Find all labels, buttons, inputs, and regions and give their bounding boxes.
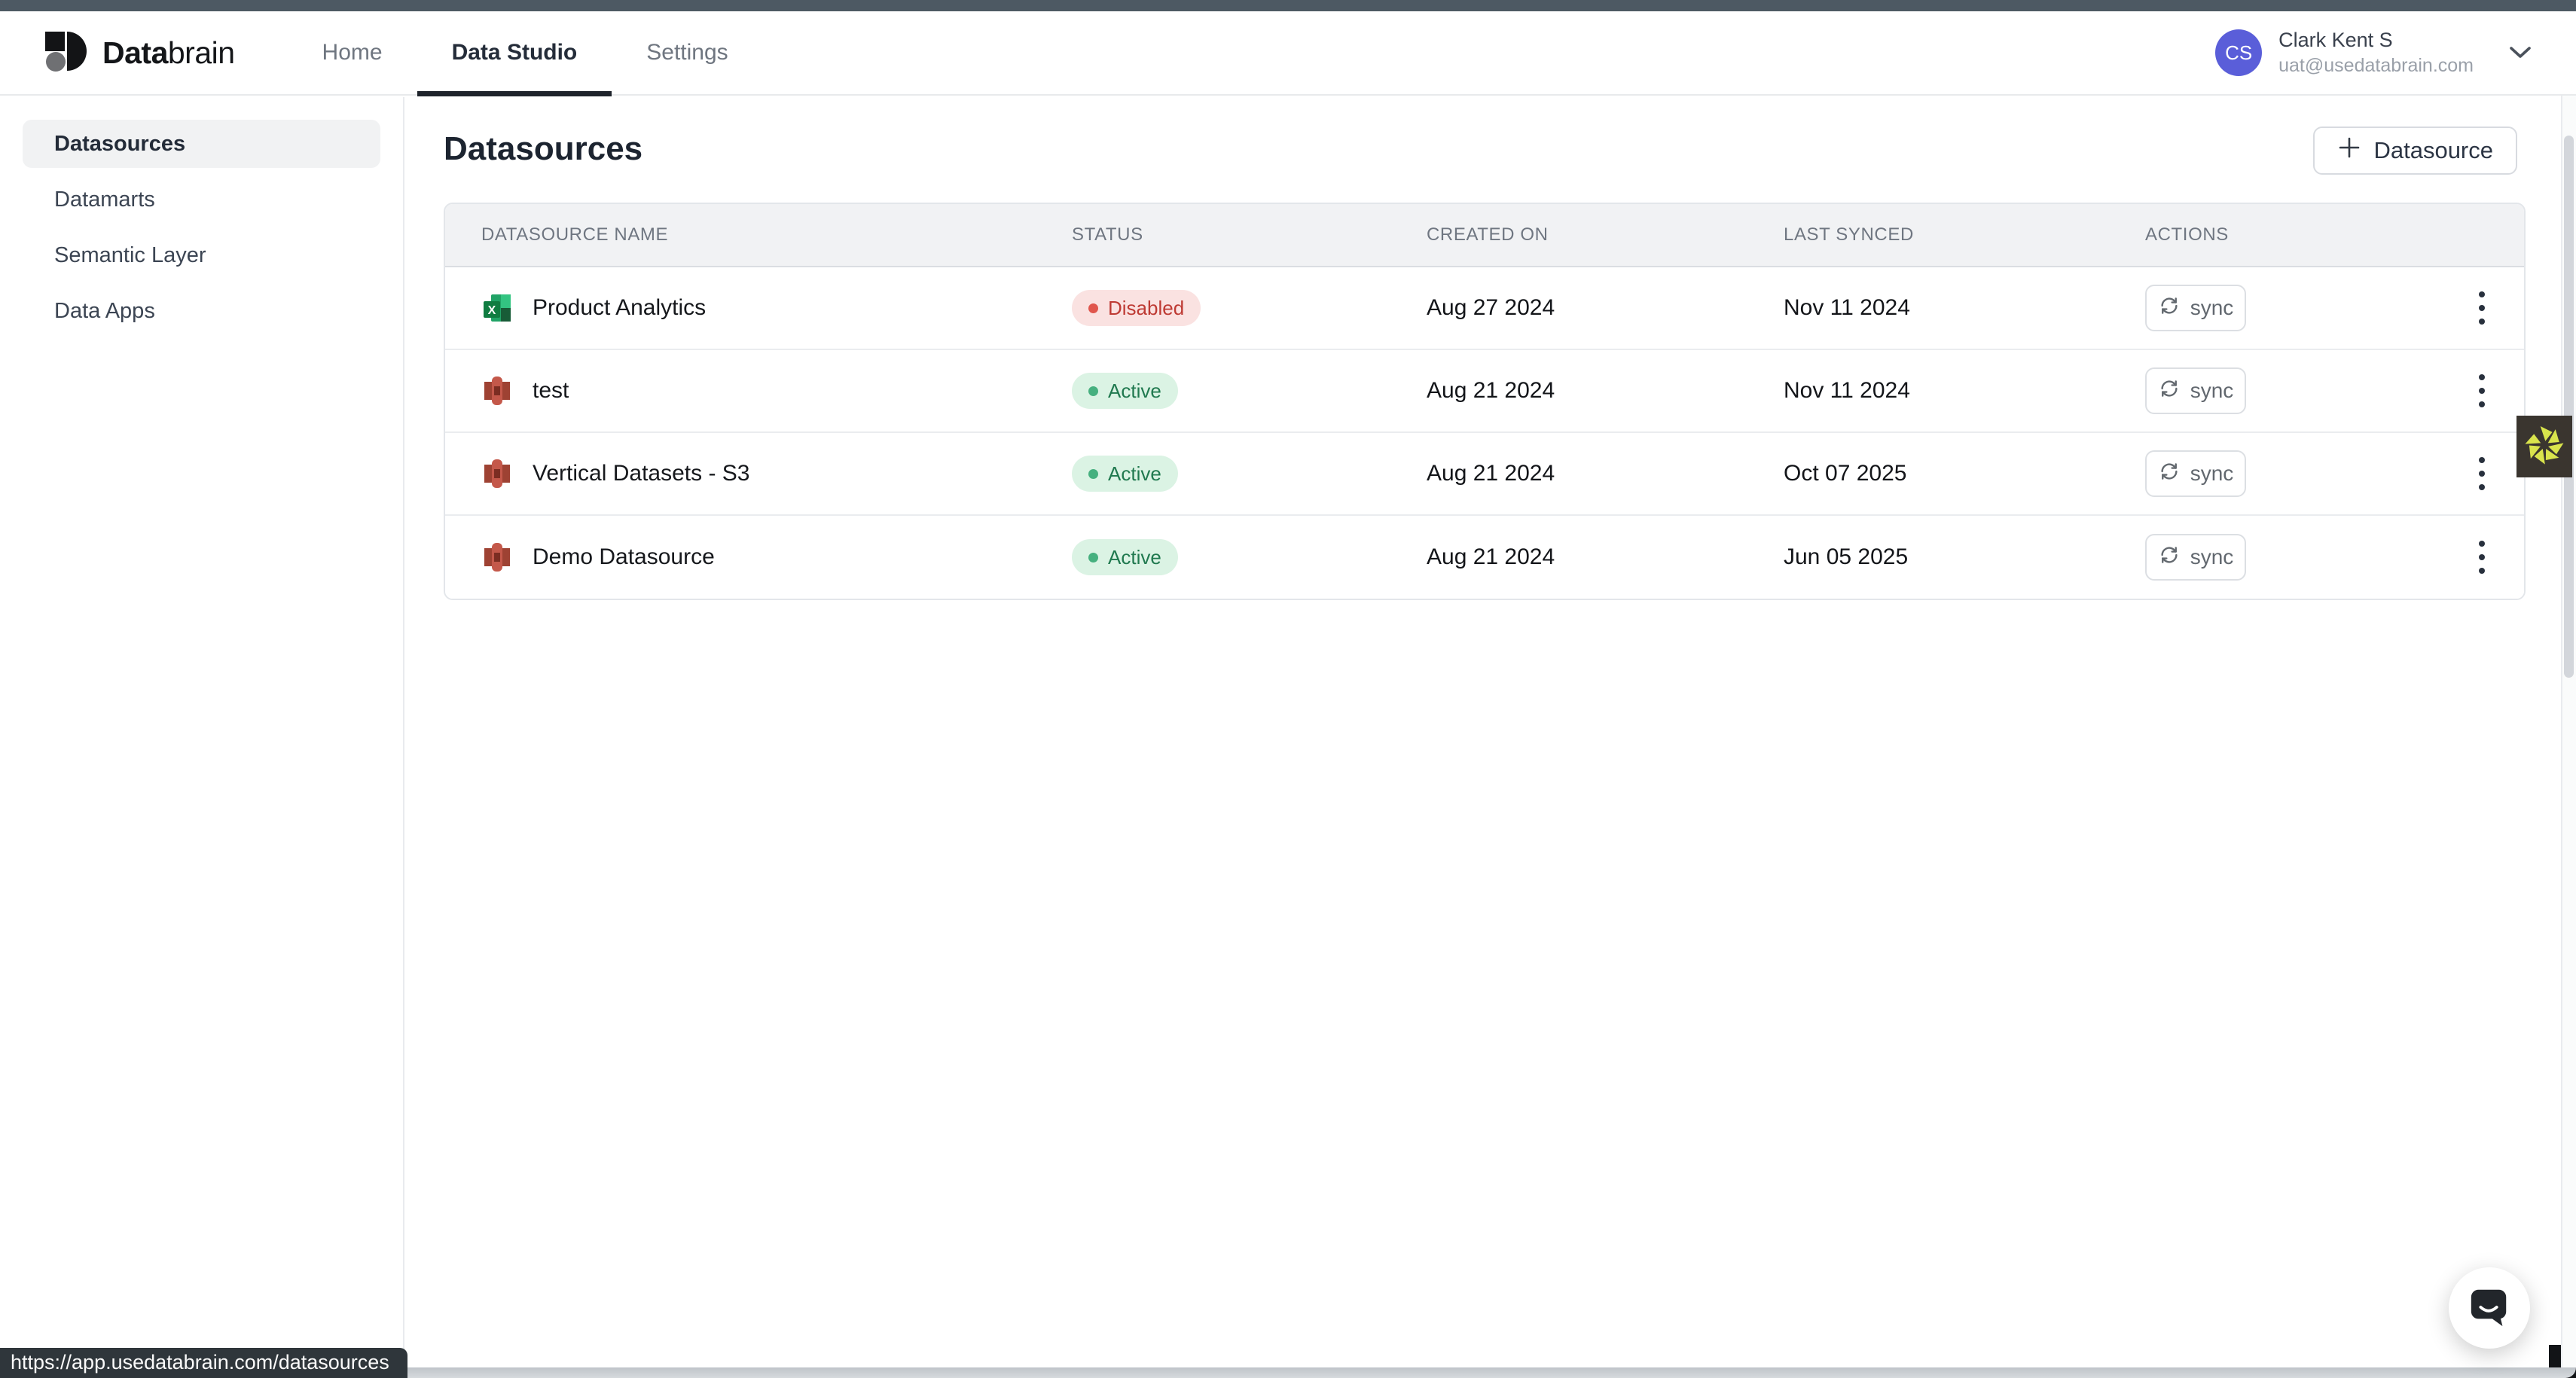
- refresh-icon: [2158, 294, 2181, 322]
- datasource-name-cell: X Vertical Datasets - S3: [481, 457, 1072, 490]
- window-top-strip: [0, 0, 2576, 11]
- plus-icon: [2337, 136, 2361, 166]
- sync-button[interactable]: sync: [2145, 367, 2246, 414]
- column-header-last-synced: LAST SYNCED: [1784, 224, 1914, 245]
- user-meta: Clark Kent S uat@usedatabrain.com: [2278, 29, 2474, 77]
- sync-button[interactable]: sync: [2145, 534, 2246, 581]
- table-row[interactable]: X Demo Datasource Active Aug 21 2024 Jun…: [445, 516, 2524, 599]
- row-menu-kebab-icon[interactable]: [2474, 453, 2489, 495]
- table-header-row: DATASOURCE NAME STATUS CREATED ON LAST S…: [445, 204, 2524, 267]
- status-badge: Active: [1072, 456, 1178, 492]
- datasources-table: DATASOURCE NAME STATUS CREATED ON LAST S…: [444, 203, 2526, 600]
- datasource-name-cell: X test: [481, 374, 1072, 407]
- main-nav: Home Data Studio Settings: [288, 11, 763, 96]
- nav-tab-settings[interactable]: Settings: [646, 40, 728, 65]
- databrain-logo-icon: [44, 29, 87, 77]
- sidebar-item-semantic-layer[interactable]: Semantic Layer: [54, 242, 206, 267]
- last-synced-cell: Nov 11 2024: [1784, 295, 1910, 320]
- redshift-datasource-icon: X: [481, 374, 513, 407]
- nav-tab-home[interactable]: Home: [322, 40, 383, 65]
- row-menu-kebab-icon[interactable]: [2474, 536, 2489, 578]
- sidebar-item-datasources[interactable]: Datasources: [23, 120, 380, 168]
- vertical-scrollbar[interactable]: [2561, 11, 2576, 1367]
- sidebar: Datasources Datamarts Semantic Layer Dat…: [0, 97, 404, 1378]
- datasource-name-cell: X Demo Datasource: [481, 541, 1072, 574]
- table-row[interactable]: X Product Analytics Disabled Aug 27 2024…: [445, 267, 2524, 350]
- extension-flag-button[interactable]: [2516, 416, 2572, 477]
- svg-text:X: X: [488, 304, 496, 317]
- excel-datasource-icon: X: [481, 291, 513, 325]
- column-header-status: STATUS: [1072, 224, 1143, 245]
- user-email: uat@usedatabrain.com: [2278, 55, 2474, 76]
- last-synced-cell: Oct 07 2025: [1784, 461, 1907, 486]
- created-on-cell: Aug 27 2024: [1427, 295, 1555, 320]
- sidebar-item-datamarts[interactable]: Datamarts: [54, 187, 155, 212]
- redshift-datasource-icon: X: [481, 457, 513, 490]
- row-menu-kebab-icon[interactable]: [2474, 287, 2489, 329]
- chat-launcher-button[interactable]: [2449, 1267, 2530, 1349]
- user-name: Clark Kent S: [2278, 29, 2393, 51]
- scrollbar-thumb[interactable]: [2564, 136, 2574, 678]
- row-menu-kebab-icon[interactable]: [2474, 370, 2489, 412]
- sidebar-item-data-apps[interactable]: Data Apps: [54, 298, 155, 323]
- asterisk-burst-icon: [2523, 423, 2566, 471]
- window-bottom-strip: [0, 1367, 2576, 1378]
- chat-bubble-icon: [2468, 1285, 2511, 1332]
- chevron-down-icon: [2508, 45, 2532, 60]
- status-badge: Active: [1072, 539, 1178, 575]
- last-synced-cell: Nov 11 2024: [1784, 378, 1910, 403]
- table-row[interactable]: X Vertical Datasets - S3 Active Aug 21 2…: [445, 433, 2524, 516]
- refresh-icon: [2158, 377, 2181, 405]
- top-navbar: Databrain Home Data Studio Settings CS C…: [0, 11, 2576, 96]
- databrain-logo[interactable]: Databrain: [44, 29, 235, 77]
- main-content: Datasources Datasource DATASOURCE NAME S…: [404, 97, 2576, 1378]
- table-row[interactable]: X test Active Aug 21 2024 Nov 11 2024: [445, 350, 2524, 433]
- column-header-actions: ACTIONS: [2145, 224, 2229, 245]
- sync-button[interactable]: sync: [2145, 450, 2246, 497]
- column-header-datasource-name: DATASOURCE NAME: [481, 224, 669, 245]
- status-badge: Active: [1072, 373, 1178, 409]
- refresh-icon: [2158, 460, 2181, 488]
- page-title: Datasources: [444, 130, 643, 167]
- avatar: CS: [2215, 29, 2263, 76]
- nav-tab-data-studio[interactable]: Data Studio: [417, 11, 612, 96]
- column-header-created-on: CREATED ON: [1427, 224, 1549, 245]
- sync-button[interactable]: sync: [2145, 285, 2246, 331]
- status-badge: Disabled: [1072, 290, 1201, 326]
- brand-wordmark: Databrain: [102, 35, 235, 70]
- created-on-cell: Aug 21 2024: [1427, 378, 1555, 403]
- created-on-cell: Aug 21 2024: [1427, 544, 1555, 569]
- link-status-bar: https://app.usedatabrain.com/datasources: [0, 1348, 407, 1378]
- last-synced-cell: Jun 05 2025: [1784, 544, 1909, 569]
- user-menu[interactable]: CS Clark Kent S uat@usedatabrain.com: [2215, 29, 2532, 77]
- add-datasource-button[interactable]: Datasource: [2313, 127, 2517, 175]
- refresh-icon: [2158, 544, 2181, 572]
- created-on-cell: Aug 21 2024: [1427, 461, 1555, 486]
- redshift-datasource-icon: X: [481, 541, 513, 574]
- datasource-name-cell: X Product Analytics: [481, 291, 1072, 325]
